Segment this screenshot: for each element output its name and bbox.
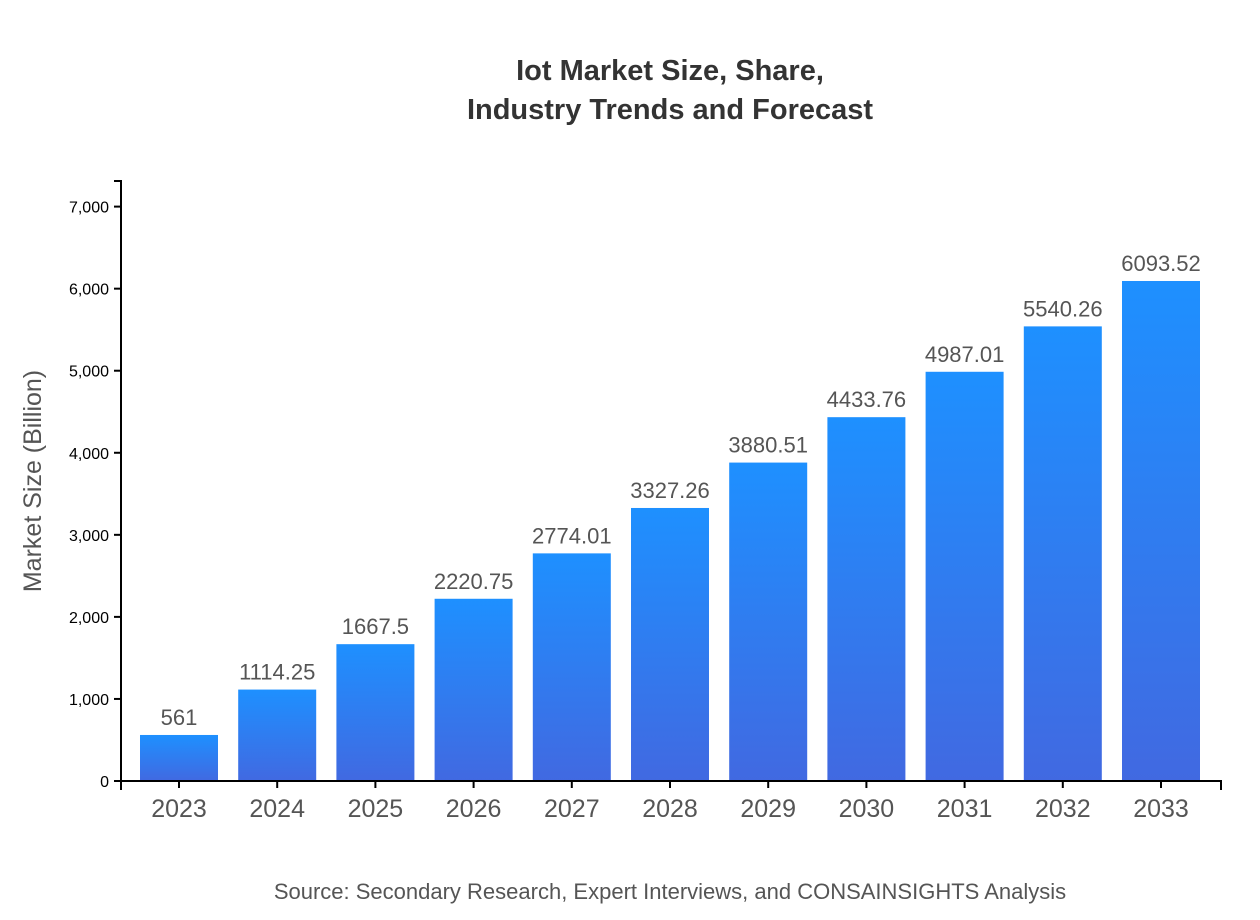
y-tick-label: 0	[100, 774, 109, 791]
data-label-2026: 2220.75	[434, 569, 514, 594]
x-tick-label-2032: 2032	[1035, 795, 1091, 823]
y-tick-label: 7,000	[69, 200, 109, 217]
bar-2030	[827, 417, 906, 781]
data-label-2025: 1667.5	[342, 614, 409, 639]
y-tick-label: 6,000	[69, 282, 109, 299]
y-tick-label: 1,000	[69, 692, 109, 709]
data-label-2027: 2774.01	[532, 523, 612, 548]
x-tick-label-2031: 2031	[937, 795, 993, 823]
data-label-2031: 4987.01	[925, 342, 1005, 367]
bar-2024	[238, 689, 317, 781]
x-tick-label-2023: 2023	[151, 795, 207, 823]
bars: 561 1114.25 1667.5 2220.75 2774.01 3327.26 388…	[140, 251, 1201, 781]
data-label-2028: 3327.26	[630, 478, 710, 503]
x-tick-label-2033: 2033	[1133, 795, 1189, 823]
y-tick-label: 5,000	[69, 364, 109, 381]
data-label-2032: 5540.26	[1023, 296, 1103, 321]
y-axis-line	[114, 180, 122, 782]
data-label-2033: 6093.52	[1121, 251, 1201, 276]
bar-2029	[729, 462, 808, 781]
x-tick-label-2027: 2027	[544, 795, 600, 823]
bar-2026	[434, 598, 513, 781]
x-tick-label-2029: 2029	[740, 795, 796, 823]
x-tick-label-2025: 2025	[348, 795, 404, 823]
bar-2031	[925, 371, 1004, 781]
x-tick-label-2024: 2024	[249, 795, 305, 823]
x-tick-label-2026: 2026	[446, 795, 502, 823]
chart-title-line-2: Industry Trends and Forecast	[467, 94, 873, 126]
y-axis-label: Market Size (Billion)	[19, 370, 47, 592]
chart-title-line-1: Iot Market Size, Share,	[516, 55, 824, 87]
y-tick-label: 3,000	[69, 528, 109, 545]
axes: 2023 2024 2025 2026 2027 2028 2029 2030 2031 2032…	[69, 180, 1222, 823]
bar-2033	[1122, 280, 1200, 781]
data-label-2029: 3880.51	[728, 433, 808, 458]
source-note: Source: Secondary Research, Expert Inter…	[274, 879, 1066, 904]
x-axis-line	[120, 780, 1222, 790]
bar-2027	[532, 553, 611, 781]
x-tick-label-2028: 2028	[642, 795, 698, 823]
y-tick-label: 4,000	[69, 446, 109, 463]
data-label-2024: 1114.25	[239, 660, 315, 685]
bar-2028	[631, 507, 709, 781]
y-tick-label: 2,000	[69, 610, 109, 627]
bar-2025	[336, 644, 415, 781]
data-label-2030: 4433.76	[827, 387, 907, 412]
data-label-2023: 561	[161, 705, 198, 730]
bar-2023	[140, 734, 218, 781]
bar-2032	[1023, 326, 1102, 781]
x-tick-label-2030: 2030	[839, 795, 895, 823]
